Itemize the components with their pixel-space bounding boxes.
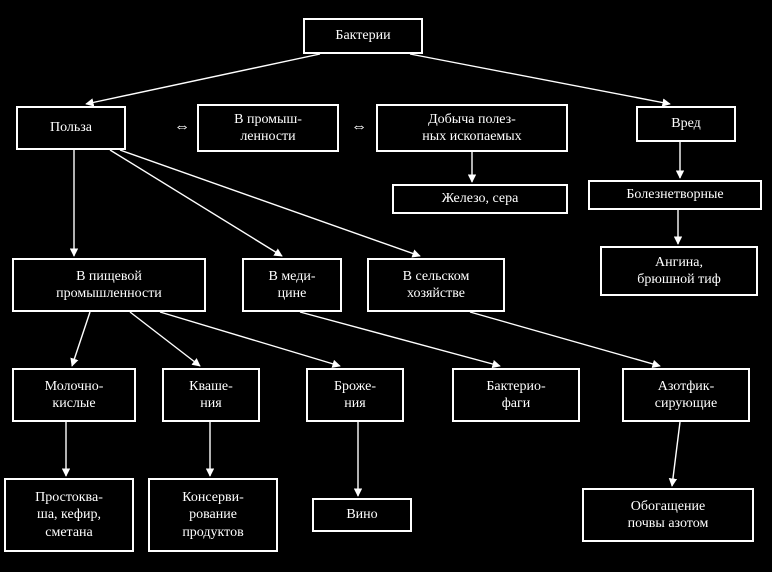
node-kvash: Кваше-ния [162, 368, 260, 422]
node-ferment: Броже-ния [306, 368, 404, 422]
node-wine: Вино [312, 498, 412, 532]
edge-root-harm [410, 54, 670, 104]
edge-agri-nitrogen [470, 312, 660, 366]
node-benefit: Польза [16, 106, 126, 150]
node-agri: В сельскомхозяйстве [367, 258, 505, 312]
node-lactic: Молочно-кислые [12, 368, 136, 422]
node-food: В пищевойпромышленности [12, 258, 206, 312]
node-ironsulfur: Железо, сера [392, 184, 568, 214]
node-diseases: Ангина,брюшной тиф [600, 246, 758, 296]
edge-root-benefit [86, 54, 320, 104]
separator-sep1: ⇔ [174, 118, 190, 136]
node-nitrogen: Азотфик-сирующие [622, 368, 750, 422]
edge-medicine-phages [300, 312, 500, 366]
edge-nitrogen-soilnitrogen [672, 422, 680, 486]
node-root: Бактерии [303, 18, 423, 54]
node-pathogenic: Болезнетворные [588, 180, 762, 210]
separator-sep2: ⇔ [351, 118, 367, 136]
node-harm: Вред [636, 106, 736, 142]
node-dairy: Простоква-ша, кефир,сметана [4, 478, 134, 552]
edge-food-ferment [160, 312, 340, 366]
node-canning: Консерви-рованиепродуктов [148, 478, 278, 552]
edge-food-kvash [130, 312, 200, 366]
edge-food-lactic [72, 312, 90, 366]
node-soilnitrogen: Обогащениепочвы азотом [582, 488, 754, 542]
node-phages: Бактерио-фаги [452, 368, 580, 422]
edge-benefit-medicine [110, 150, 282, 256]
node-medicine: В меди-цине [242, 258, 342, 312]
edge-benefit-agri [120, 150, 420, 256]
node-mining: Добыча полез-ных ископаемых [376, 104, 568, 152]
node-industry: В промыш-ленности [197, 104, 339, 152]
